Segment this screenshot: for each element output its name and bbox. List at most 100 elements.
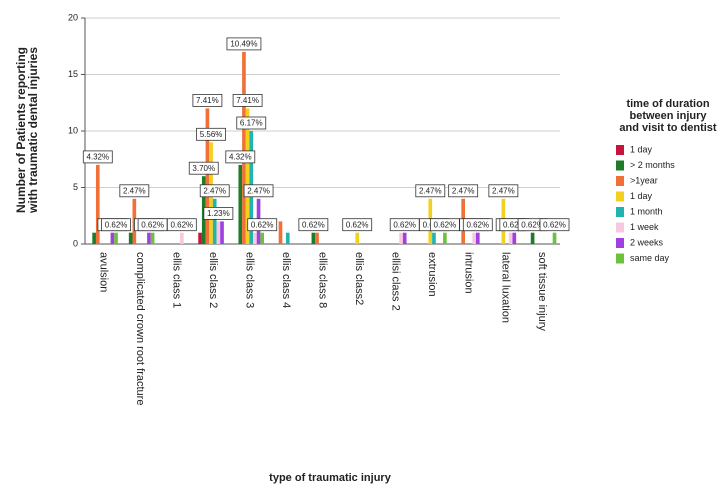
bar: [399, 232, 403, 244]
value-label-box: [199, 184, 230, 198]
legend-swatch: [616, 145, 624, 155]
value-label-box: [203, 206, 234, 220]
legend-swatch: [616, 207, 624, 217]
x-tick-label: soft tissue injury: [536, 252, 548, 331]
bar: [220, 221, 224, 244]
value-label: 0.62%: [466, 220, 489, 229]
value-label-box: [192, 94, 223, 107]
bar: [180, 232, 184, 244]
value-label-box: [342, 218, 373, 232]
bar: [147, 232, 151, 244]
bar: [402, 232, 407, 244]
value-label: 0.62%: [346, 220, 369, 229]
value-label: 7.41%: [236, 96, 259, 105]
value-label-box: [225, 150, 256, 164]
value-label: 2.47%: [419, 186, 442, 195]
bar: [238, 164, 243, 244]
legend-swatch: [616, 176, 624, 186]
bar: [128, 232, 133, 244]
value-label: 0.62%: [141, 220, 164, 229]
value-label: 10.49%: [230, 40, 257, 49]
bar: [285, 232, 290, 244]
bar: [205, 108, 210, 245]
y-tick-label: 0: [73, 238, 78, 248]
x-tick-label: intrusion: [463, 252, 475, 294]
legend-label: 1 week: [630, 222, 659, 232]
bar: [95, 164, 100, 244]
bar: [212, 198, 217, 244]
value-label: 0.62%: [521, 220, 544, 229]
bar: [508, 232, 513, 244]
x-tick-label: avulsion: [97, 252, 109, 292]
bar: [216, 221, 221, 244]
value-label-box: [166, 218, 197, 232]
value-label: 0.62%: [302, 220, 325, 229]
value-label-box: [247, 218, 278, 232]
value-label: 0.62%: [503, 220, 526, 229]
y-tick-label: 20: [68, 12, 78, 22]
value-label: 2.47%: [123, 186, 146, 195]
x-tick-label: ellis class 8: [317, 252, 329, 308]
x-tick-label: lateral luxation: [499, 252, 511, 323]
value-label: 4.32%: [86, 153, 109, 162]
bar: [110, 232, 115, 244]
x-tick-label: ellis class 1: [170, 252, 182, 308]
value-label: 4.32%: [229, 153, 252, 162]
bar: [432, 232, 436, 244]
value-label: 2.47%: [452, 186, 475, 195]
x-axis-title: type of traumatic injury: [269, 472, 392, 484]
value-label: 0.62%: [543, 220, 566, 229]
legend-label: 2 weeks: [630, 237, 664, 247]
value-label-box: [119, 184, 150, 198]
value-label: 0.62%: [434, 220, 457, 229]
legend-label: > 2 months: [630, 160, 675, 170]
value-label-box: [243, 184, 274, 198]
value-label: 5.56%: [200, 130, 223, 139]
y-tick-label: 15: [68, 69, 78, 79]
legend-label: 1 day: [630, 144, 653, 154]
x-tick-label: ellis class2: [353, 252, 365, 305]
legend-title: time of duration: [626, 98, 709, 110]
bar: [552, 232, 557, 244]
bar: [530, 232, 535, 244]
bar: [315, 232, 319, 244]
value-label-box: [236, 116, 267, 130]
value-label: 2.47%: [247, 186, 270, 195]
x-tick-label: ellisi class 2: [390, 252, 402, 311]
bar: [475, 232, 480, 244]
y-tick-label: 5: [73, 182, 78, 192]
bar: [114, 232, 118, 244]
value-label: 6.17%: [240, 119, 263, 128]
value-label-box: [226, 37, 262, 51]
value-label: 0.62%: [393, 220, 416, 229]
bar: [150, 232, 155, 244]
bar: [245, 108, 250, 245]
value-label: 0.62%: [251, 220, 274, 229]
bar: [92, 232, 96, 244]
bar: [242, 51, 246, 245]
value-label-box: [488, 184, 519, 198]
legend-label: same day: [630, 253, 670, 263]
value-label: 2.47%: [492, 186, 515, 195]
value-label-box: [462, 218, 493, 232]
value-label: 0.62%: [170, 220, 193, 229]
bar: [278, 221, 283, 244]
y-axis-title: Number of Patients reporting: [14, 47, 28, 213]
bar: [260, 232, 265, 244]
bar: [443, 232, 447, 244]
value-label: 0.62%: [105, 220, 128, 229]
legend-title: between injury: [629, 110, 707, 122]
legend-label: >1year: [630, 175, 658, 185]
legend-swatch: [616, 222, 624, 233]
value-label-box: [188, 161, 219, 175]
x-tick-label: ellis class 4: [280, 252, 292, 308]
value-label: 1.23%: [207, 209, 230, 218]
value-label-box: [82, 150, 113, 164]
value-label-box: [232, 94, 263, 107]
x-tick-label: complicated crown root fracture: [134, 252, 146, 405]
value-label-box: [415, 184, 446, 198]
legend-title: and visit to dentist: [619, 122, 717, 134]
bar: [355, 232, 360, 244]
value-label: 2.47%: [203, 186, 226, 195]
